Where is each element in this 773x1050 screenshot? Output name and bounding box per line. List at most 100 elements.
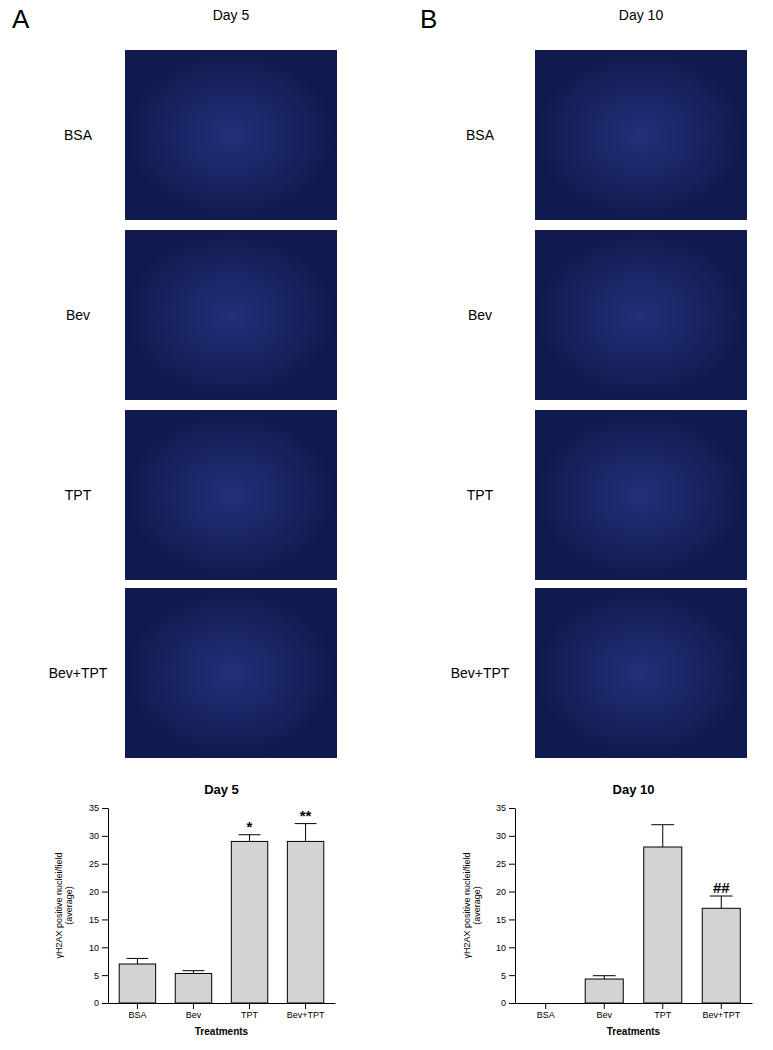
error-bar bbox=[126, 958, 148, 964]
y-tick-mark bbox=[509, 808, 515, 809]
annotation: * bbox=[247, 818, 253, 835]
y-tick: 0 bbox=[94, 998, 108, 1008]
y-tick-mark bbox=[102, 1003, 108, 1004]
y-axis: 05101520253035 bbox=[496, 803, 516, 1008]
x-tick-label: TPT bbox=[241, 1010, 259, 1020]
x-tick: Bev+TPT bbox=[287, 1003, 325, 1020]
y-tick-mark bbox=[509, 892, 515, 893]
x-tick: TPT bbox=[654, 1003, 672, 1020]
panel-title: Day 10 bbox=[619, 7, 664, 23]
error-cap bbox=[183, 970, 205, 971]
error-bar bbox=[295, 824, 317, 842]
bar bbox=[585, 979, 623, 1003]
panel-title: Day 5 bbox=[213, 7, 250, 23]
error-cap bbox=[593, 975, 616, 976]
row-label: BSA bbox=[466, 127, 495, 143]
row-label: Bev+TPT bbox=[451, 665, 510, 681]
y-tick-mark bbox=[102, 919, 108, 920]
y-tick-mark bbox=[509, 975, 515, 976]
x-tick: BSA bbox=[537, 1003, 555, 1020]
row-label: TPT bbox=[65, 487, 92, 503]
y-tick: 25 bbox=[89, 859, 108, 869]
y-tick-label: 35 bbox=[89, 803, 99, 813]
y-tick-label: 30 bbox=[89, 831, 99, 841]
y-tick-mark bbox=[509, 947, 515, 948]
y-tick: 5 bbox=[501, 971, 515, 981]
y-tick: 10 bbox=[496, 943, 515, 953]
error-bar bbox=[239, 835, 261, 842]
figure: A Day 5 BSA Bev TPT Bev+TPT B Day 10 BSA Bev TPT Be… bbox=[0, 0, 773, 1050]
row-label: Bev bbox=[468, 307, 492, 323]
x-tick-mark bbox=[662, 1003, 663, 1009]
y-tick-label: 0 bbox=[501, 998, 506, 1008]
x-tick-label: TPT bbox=[654, 1010, 672, 1020]
x-tick-label: Bev+TPT bbox=[287, 1010, 325, 1020]
y-tick-label: 25 bbox=[89, 859, 99, 869]
x-axis: BSA Bev TPT Bev+TPT bbox=[516, 1003, 753, 1020]
x-tick: Bev bbox=[186, 1003, 202, 1020]
y-tick-label: 15 bbox=[89, 915, 99, 925]
bar bbox=[231, 841, 267, 1003]
error-bar bbox=[593, 976, 616, 979]
x-tick: Bev bbox=[596, 1003, 612, 1020]
y-axis-title: γH2AX positive nuclei/field(average) bbox=[54, 852, 74, 958]
y-tick-label: 10 bbox=[89, 943, 99, 953]
error-stem bbox=[604, 976, 605, 979]
y-tick-label: 30 bbox=[496, 831, 506, 841]
bar-chart: Day 505101520253035BSABevTPTBev+TPTTreat… bbox=[54, 782, 336, 1037]
chart-title: Day 5 bbox=[204, 782, 239, 797]
error-stem bbox=[137, 958, 138, 964]
y-tick: 0 bbox=[501, 998, 515, 1008]
y-tick-label: 20 bbox=[89, 887, 99, 897]
panel: BDay 10BSABevTPTBev+TPT bbox=[420, 4, 747, 758]
y-tick-mark bbox=[509, 919, 515, 920]
y-tick-label: 0 bbox=[94, 998, 99, 1008]
x-tick-label: BSA bbox=[537, 1010, 555, 1020]
y-tick-mark bbox=[102, 892, 108, 893]
y-tick-mark bbox=[102, 864, 108, 865]
y-axis-title-line: γH2AX positive nuclei/field bbox=[462, 852, 472, 958]
x-tick-label: BSA bbox=[128, 1010, 146, 1020]
x-tick-label: Bev bbox=[596, 1010, 612, 1020]
annotation: ** bbox=[300, 807, 312, 824]
y-tick-label: 5 bbox=[501, 971, 506, 981]
x-tick-mark bbox=[604, 1003, 605, 1009]
y-tick-mark bbox=[102, 808, 108, 809]
x-axis-title: Treatments bbox=[607, 1026, 661, 1037]
x-axis-line bbox=[109, 1003, 336, 1004]
bar bbox=[702, 908, 740, 1003]
y-tick-mark bbox=[102, 836, 108, 837]
y-tick: 20 bbox=[89, 887, 108, 897]
y-tick-label: 25 bbox=[496, 859, 506, 869]
micrograph bbox=[125, 588, 337, 758]
bar bbox=[527, 1003, 565, 1004]
x-tick: Bev+TPT bbox=[702, 1003, 740, 1020]
y-tick: 10 bbox=[89, 943, 108, 953]
bar bbox=[644, 847, 682, 1003]
x-tick-mark bbox=[305, 1003, 306, 1009]
panel-letter: B bbox=[420, 4, 437, 34]
y-tick-mark bbox=[509, 1003, 515, 1004]
x-tick-mark bbox=[137, 1003, 138, 1009]
y-tick: 35 bbox=[89, 803, 108, 813]
panel-letter: A bbox=[12, 4, 30, 34]
x-tick-mark bbox=[545, 1003, 546, 1009]
x-tick: BSA bbox=[128, 1003, 146, 1020]
error-stem bbox=[249, 835, 250, 842]
error-bar bbox=[183, 971, 205, 974]
micrograph bbox=[125, 230, 337, 400]
y-tick-label: 35 bbox=[496, 803, 506, 813]
y-axis-title: γH2AX positive nuclei/field(average) bbox=[462, 852, 482, 958]
error-stem bbox=[305, 824, 306, 842]
y-axis-line bbox=[515, 809, 516, 1004]
bar bbox=[287, 841, 323, 1003]
plot-area bbox=[585, 825, 740, 1003]
plot-area bbox=[119, 824, 324, 1003]
y-tick-mark bbox=[509, 836, 515, 837]
x-tick-mark bbox=[721, 1003, 722, 1009]
x-tick-mark bbox=[249, 1003, 250, 1009]
y-tick-label: 20 bbox=[496, 887, 506, 897]
annotation: ## bbox=[713, 879, 730, 896]
panel: ADay 5BSABevTPTBev+TPT bbox=[12, 4, 337, 758]
micrograph bbox=[535, 230, 747, 400]
